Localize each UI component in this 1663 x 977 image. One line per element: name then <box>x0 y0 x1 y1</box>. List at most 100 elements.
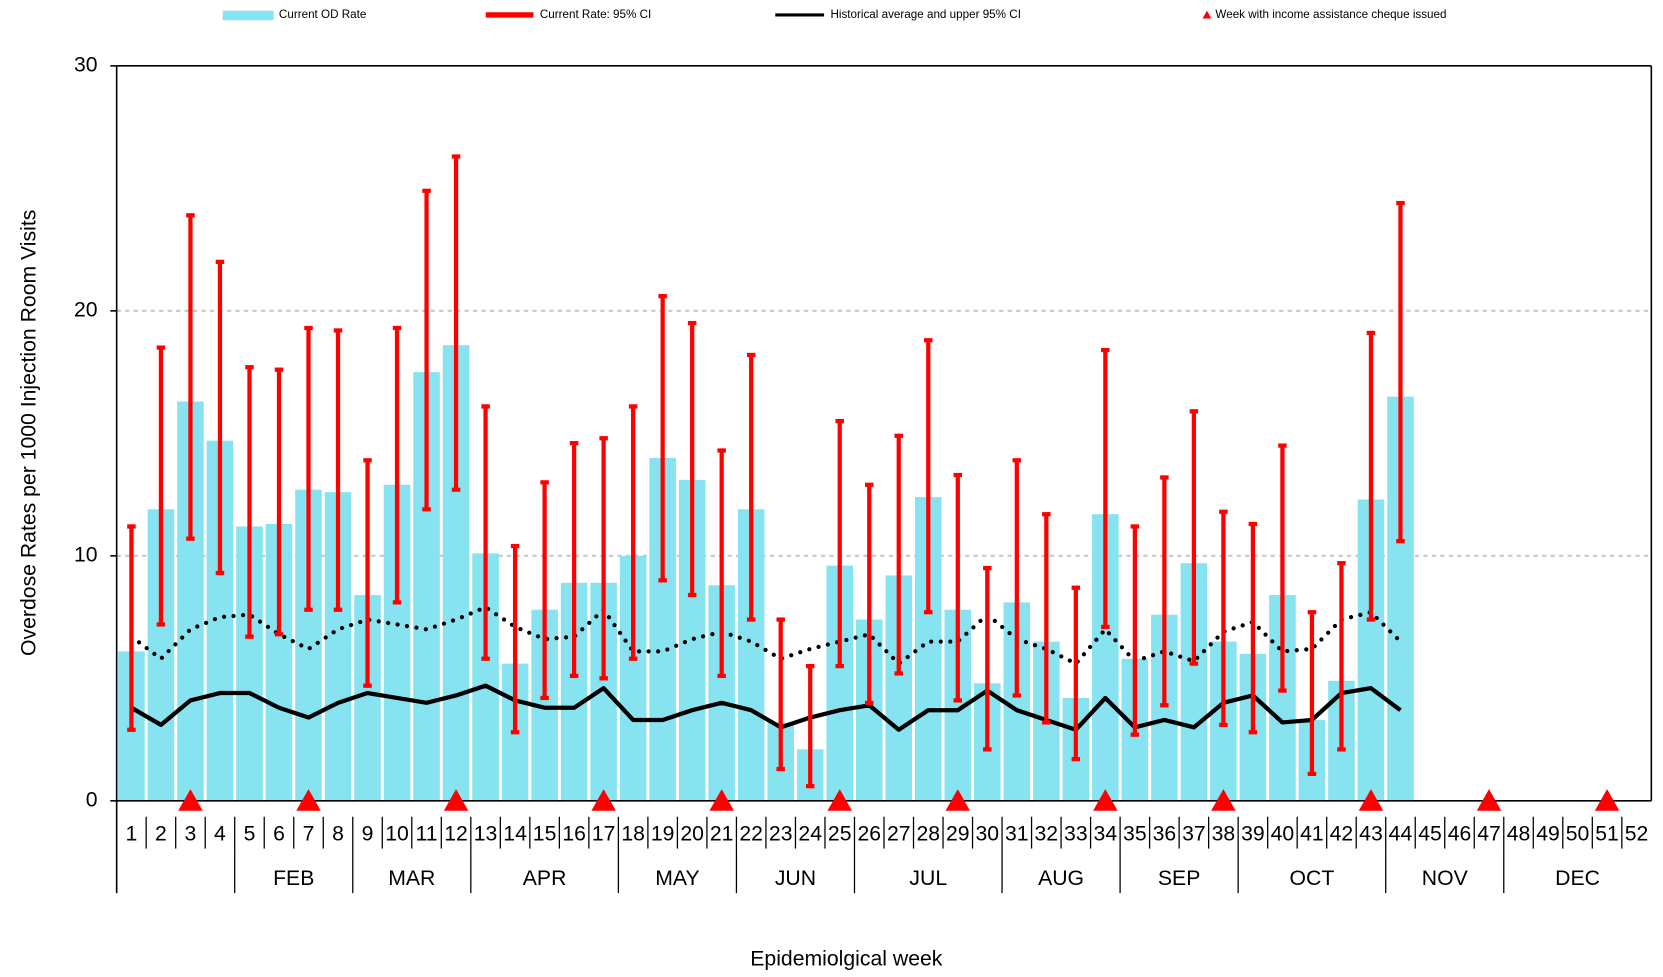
legend-label: Current Rate: 95% CI <box>540 8 651 21</box>
x-tick-label: 26 <box>857 822 881 845</box>
x-tick-label: 50 <box>1566 822 1590 845</box>
historical-upper-ci-line <box>129 604 1403 667</box>
error-bar <box>687 320 697 598</box>
cheque-marker <box>1211 789 1236 811</box>
x-tick-label: 51 <box>1595 822 1619 845</box>
error-bar <box>835 418 844 669</box>
x-tick-label: 1 <box>126 822 138 845</box>
cheque-marker <box>1594 789 1620 811</box>
x-tick-label: 42 <box>1330 822 1354 845</box>
error-bar <box>1101 347 1110 630</box>
error-bar <box>1307 610 1317 777</box>
x-tick-label: 2 <box>155 822 167 845</box>
cheque-marker <box>443 789 469 811</box>
x-tick-label: 30 <box>975 822 999 845</box>
x-tick-label: 34 <box>1094 822 1118 845</box>
error-bar <box>274 367 284 637</box>
error-bar <box>776 617 785 772</box>
error-bar <box>983 565 992 752</box>
x-tick-label: 46 <box>1448 822 1472 845</box>
x-tick-label: 14 <box>503 822 527 845</box>
error-bar <box>569 441 579 679</box>
legend-label: Week with income assistance cheque issue… <box>1215 8 1446 21</box>
x-tick-label: 47 <box>1477 822 1501 845</box>
x-tick-label: 11 <box>416 822 438 845</box>
x-tick-label: 31 <box>1005 822 1029 845</box>
error-bar <box>304 325 313 612</box>
x-tick-label: 41 <box>1300 822 1324 845</box>
error-bar <box>156 345 166 627</box>
month-label: AUG <box>1038 867 1084 890</box>
error-bar <box>1130 524 1140 737</box>
error-bar <box>658 294 667 583</box>
error-bar <box>333 328 343 612</box>
x-tick-label: 36 <box>1153 822 1177 845</box>
error-bar <box>894 433 903 676</box>
month-label: FEB <box>273 867 314 890</box>
x-tick-label: 24 <box>798 822 822 845</box>
month-label: JUL <box>909 867 947 890</box>
error-bar <box>599 436 608 681</box>
month-label: SEP <box>1158 867 1200 890</box>
x-tick-label: 48 <box>1507 822 1531 845</box>
error-bar <box>186 213 195 541</box>
y-axis-label: Overdose Rates per 1000 Injection Room V… <box>17 210 40 656</box>
month-label: JUN <box>775 867 816 890</box>
x-tick-label: 40 <box>1271 822 1295 845</box>
cheque-marker <box>827 789 852 811</box>
x-tick-label: 19 <box>651 822 675 845</box>
legend-swatch <box>222 10 274 21</box>
month-label: APR <box>523 867 567 890</box>
error-bar <box>1219 509 1228 728</box>
cheque-marker <box>945 789 971 811</box>
x-tick-label: 23 <box>769 822 793 845</box>
x-tick-label: 7 <box>303 822 315 845</box>
y-tick-label: 0 <box>86 788 98 811</box>
x-tick-label: 22 <box>739 822 763 845</box>
x-tick-label: 9 <box>362 822 374 845</box>
error-bar <box>451 154 461 492</box>
error-bar <box>865 482 874 705</box>
error-bar <box>1337 561 1346 752</box>
legend-swatch <box>1202 10 1212 19</box>
x-tick-label: 10 <box>385 822 409 845</box>
x-tick-label: 18 <box>621 822 645 845</box>
x-tick-label: 16 <box>562 822 586 845</box>
error-bar <box>127 524 136 732</box>
month-label: DEC <box>1555 867 1600 890</box>
month-label: NOV <box>1422 867 1469 890</box>
x-tick-label: 8 <box>332 822 344 845</box>
x-tick-label: 25 <box>828 822 852 845</box>
error-bar <box>363 458 372 688</box>
x-tick-label: 38 <box>1212 822 1236 845</box>
error-bar <box>805 663 815 789</box>
error-bar <box>540 480 549 701</box>
x-tick-label: 5 <box>244 822 256 845</box>
month-label: MAY <box>655 867 699 890</box>
x-tick-label: 21 <box>710 822 734 845</box>
x-tick-label: 6 <box>273 822 285 845</box>
x-tick-label: 4 <box>214 822 226 845</box>
x-tick-label: 35 <box>1123 822 1147 845</box>
x-tick-label: 12 <box>444 822 468 845</box>
x-tick-label: 52 <box>1625 822 1649 845</box>
error-bar <box>392 325 402 605</box>
error-bar <box>1071 585 1081 762</box>
x-tick-label: 27 <box>887 822 911 845</box>
x-tick-label: 45 <box>1418 822 1442 845</box>
error-bar <box>717 448 726 679</box>
error-bar <box>245 365 254 639</box>
error-bar <box>1012 458 1022 698</box>
cheque-marker <box>591 789 616 811</box>
error-bar <box>924 338 933 615</box>
y-tick-label: 10 <box>74 543 98 566</box>
error-bar <box>1278 443 1287 693</box>
legend-label: Historical average and upper 95% CI <box>830 8 1021 21</box>
x-axis-label: Epidemiolgical week <box>750 948 943 971</box>
error-bar <box>422 188 431 512</box>
x-tick-label: 37 <box>1182 822 1206 845</box>
x-tick-label: 15 <box>533 822 557 845</box>
x-tick-label: 43 <box>1359 822 1383 845</box>
x-tick-label: 29 <box>946 822 970 845</box>
